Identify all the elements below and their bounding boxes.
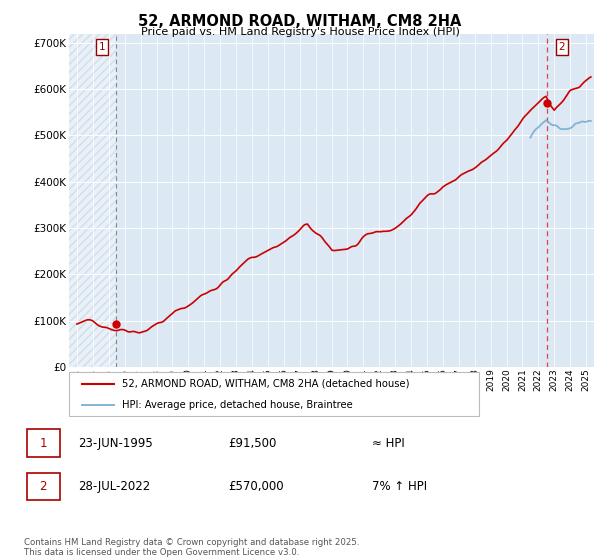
Text: 52, ARMOND ROAD, WITHAM, CM8 2HA: 52, ARMOND ROAD, WITHAM, CM8 2HA: [139, 14, 461, 29]
Text: 2: 2: [559, 42, 565, 52]
Text: Price paid vs. HM Land Registry's House Price Index (HPI): Price paid vs. HM Land Registry's House …: [140, 27, 460, 37]
Text: £91,500: £91,500: [228, 437, 277, 450]
Text: £570,000: £570,000: [228, 480, 284, 493]
Text: 1: 1: [99, 42, 106, 52]
Text: 52, ARMOND ROAD, WITHAM, CM8 2HA (detached house): 52, ARMOND ROAD, WITHAM, CM8 2HA (detach…: [121, 379, 409, 389]
FancyBboxPatch shape: [69, 372, 479, 416]
Text: 28-JUL-2022: 28-JUL-2022: [78, 480, 150, 493]
Text: HPI: Average price, detached house, Braintree: HPI: Average price, detached house, Brai…: [121, 400, 352, 410]
Text: 1: 1: [40, 437, 47, 450]
Text: Contains HM Land Registry data © Crown copyright and database right 2025.
This d: Contains HM Land Registry data © Crown c…: [24, 538, 359, 557]
FancyBboxPatch shape: [27, 429, 60, 457]
Text: 23-JUN-1995: 23-JUN-1995: [78, 437, 153, 450]
Text: ≈ HPI: ≈ HPI: [372, 437, 405, 450]
Text: 2: 2: [40, 480, 47, 493]
Text: 7% ↑ HPI: 7% ↑ HPI: [372, 480, 427, 493]
FancyBboxPatch shape: [27, 473, 60, 501]
Bar: [69, 34, 116, 367]
